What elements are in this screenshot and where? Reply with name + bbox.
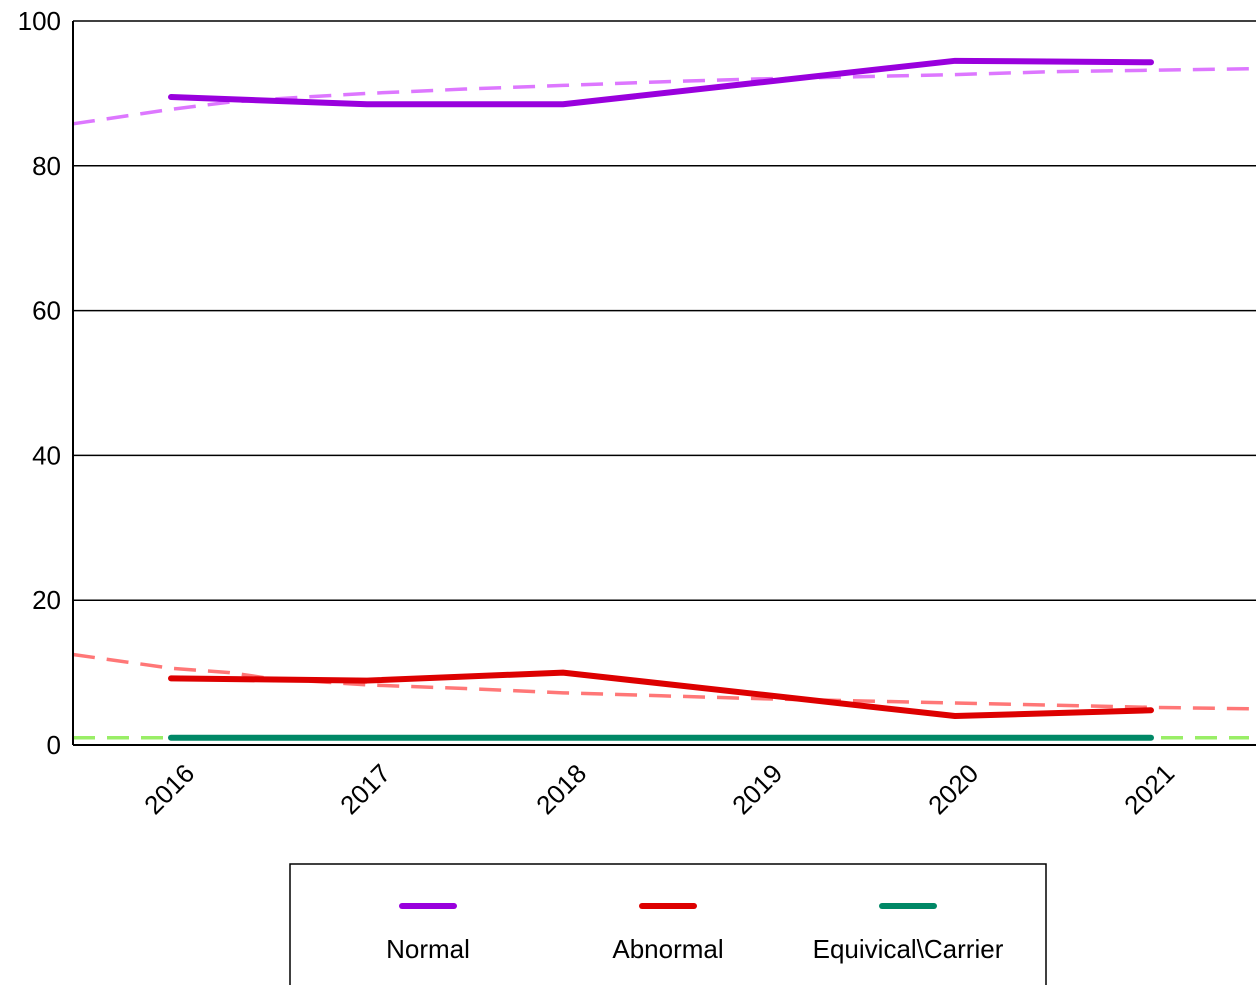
y-tick-label-80: 80	[32, 151, 61, 181]
y-tick-label-0: 0	[47, 730, 61, 760]
series-line-abnormal	[168, 669, 1154, 720]
gridlines	[73, 20, 1256, 601]
y-tick-label-100: 100	[18, 6, 61, 36]
x-tick-label-2018: 2018	[530, 758, 592, 820]
legend-label-normal: Normal	[386, 934, 470, 964]
legend-label-equivical-carrier: Equivical\Carrier	[813, 934, 1004, 964]
legend: Normal Abnormal Equivical\Carrier	[289, 863, 1047, 985]
x-axis-tick-labels: 2016 2017 2018 2019 2020 2021	[138, 758, 1180, 820]
trend-lines	[72, 67, 1250, 740]
x-tick-label-2017: 2017	[334, 758, 396, 820]
x-tick-label-2016: 2016	[138, 758, 200, 820]
data-series	[168, 57, 1154, 741]
legend-box	[289, 863, 1047, 985]
legend-label-abnormal: Abnormal	[612, 934, 723, 964]
series-line-normal	[168, 57, 1154, 108]
x-tick-label-2021: 2021	[1118, 758, 1180, 820]
x-tick-label-2020: 2020	[922, 758, 984, 820]
trend-line-2	[72, 652, 1250, 711]
y-axis-tick-labels: 0 20 40 60 80 100	[18, 6, 61, 760]
y-tick-label-60: 60	[32, 296, 61, 326]
y-tick-label-40: 40	[32, 440, 61, 470]
y-tick-label-20: 20	[32, 585, 61, 615]
trend-line-1	[72, 67, 1250, 126]
x-tick-label-2019: 2019	[726, 758, 788, 820]
